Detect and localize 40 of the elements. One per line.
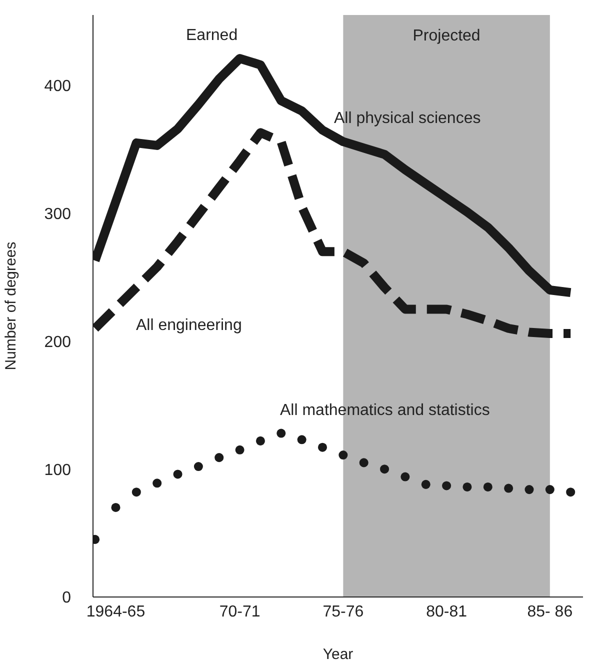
series-label: All physical sciences [334, 110, 481, 128]
point [545, 485, 554, 494]
point [566, 488, 576, 497]
x-tick-label: 75-76 [322, 603, 364, 620]
x-tick-label: 85- 86 [527, 603, 573, 620]
point [214, 453, 224, 462]
series-label: All mathematics and statistics [280, 402, 490, 420]
point [152, 478, 162, 488]
point [132, 488, 141, 497]
point [338, 450, 348, 460]
point [256, 436, 265, 446]
point [421, 480, 430, 489]
x-axis-title: Year [322, 646, 354, 663]
point [297, 435, 306, 444]
y-tick-label: 400 [44, 78, 72, 96]
point [173, 470, 182, 479]
point [442, 481, 452, 490]
point [400, 472, 410, 482]
band-label: Projected [412, 27, 480, 44]
point [524, 485, 534, 494]
y-tick-label: 100 [44, 462, 72, 479]
x-tick-label: 1964-65 [86, 603, 146, 620]
x-tick-label: 70-71 [219, 603, 260, 620]
point [194, 462, 203, 472]
point [462, 482, 472, 492]
point [504, 484, 514, 493]
y-tick-label: 300 [44, 206, 72, 223]
point [380, 464, 390, 474]
y-tick-label: 200 [44, 334, 72, 351]
point [276, 428, 286, 438]
y-tick-label: 0 [62, 590, 72, 607]
point [359, 458, 368, 468]
point [111, 502, 120, 512]
annotation: Earned [186, 27, 238, 45]
series-label: All engineering [136, 317, 242, 335]
x-tick-label: 80-81 [426, 603, 468, 620]
point [483, 482, 492, 492]
point [235, 445, 244, 454]
y-axis-title: Number of degrees [2, 242, 20, 370]
point [318, 442, 328, 452]
